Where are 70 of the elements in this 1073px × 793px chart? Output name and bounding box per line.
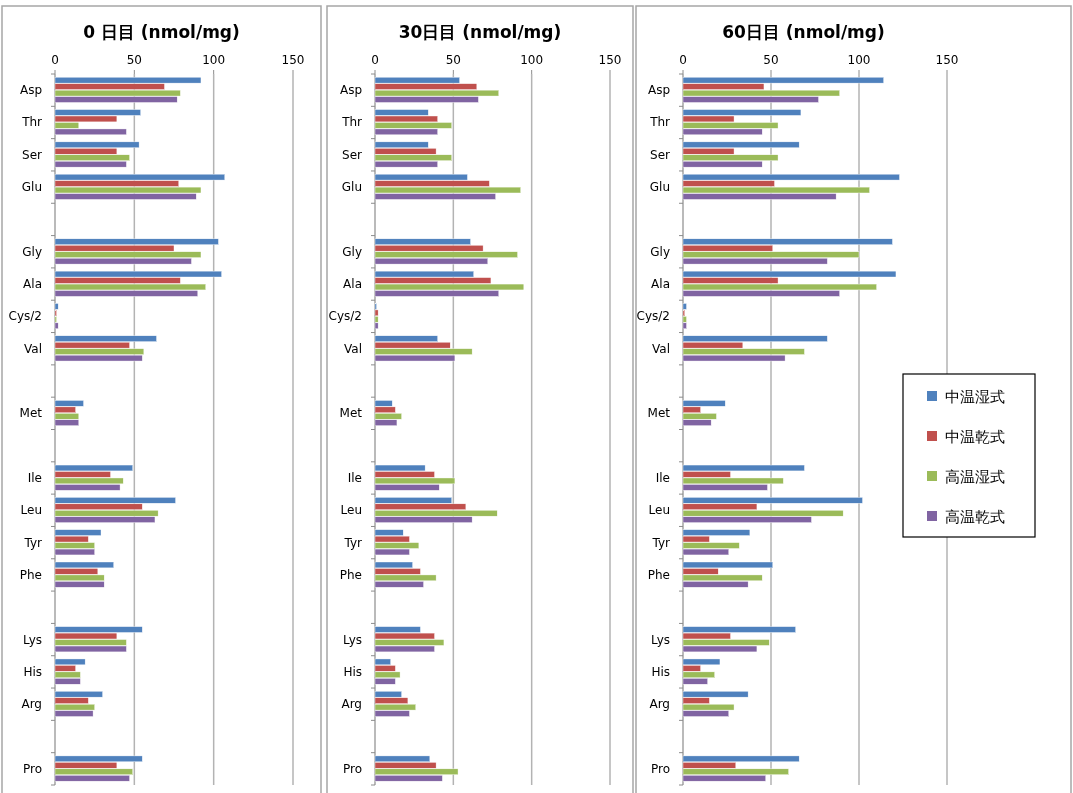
x-tick-label: 50 bbox=[126, 53, 142, 67]
y-tick-label: Met bbox=[647, 406, 671, 421]
x-tick-label: 0 bbox=[371, 53, 379, 67]
y-tick-label: Met bbox=[19, 406, 43, 421]
y-tick-label: Ile bbox=[655, 470, 670, 485]
y-tick-label: Gly bbox=[342, 244, 362, 259]
legend-label: 中温湿式 bbox=[945, 388, 1005, 406]
y-tick-label: Pro bbox=[22, 761, 42, 776]
y-tick-label: Glu bbox=[21, 180, 42, 195]
y-tick-label: Gly bbox=[22, 244, 42, 259]
y-tick-label: Ala bbox=[343, 277, 362, 292]
x-tick-label: 50 bbox=[763, 53, 779, 67]
y-tick-label: Leu bbox=[20, 503, 42, 518]
y-tick-label: Ala bbox=[651, 277, 670, 292]
y-tick-label: Asp bbox=[339, 83, 362, 98]
y-tick-label: Pro bbox=[650, 761, 670, 776]
y-tick-label: Phe bbox=[19, 567, 42, 582]
x-tick-label: 0 bbox=[51, 53, 59, 67]
y-tick-label: Lys bbox=[23, 632, 42, 647]
y-tick-label: Phe bbox=[647, 567, 670, 582]
y-tick-label: Phe bbox=[339, 567, 362, 582]
x-tick-label: 100 bbox=[847, 53, 871, 67]
y-tick-label: Lys bbox=[651, 632, 670, 647]
y-tick-label: Asp bbox=[647, 83, 670, 98]
y-tick-label: Val bbox=[24, 341, 42, 356]
y-tick-label: Leu bbox=[340, 503, 362, 518]
y-tick-label: Ile bbox=[347, 470, 362, 485]
y-tick-label: Glu bbox=[341, 180, 362, 195]
x-tick-label: 150 bbox=[598, 53, 622, 67]
y-tick-label: Thr bbox=[341, 115, 363, 130]
legend-label: 中温乾式 bbox=[945, 428, 1005, 446]
chart-title: 60日目 (nmol/mg) bbox=[722, 22, 885, 42]
y-tick-label: Ser bbox=[650, 147, 671, 162]
y-tick-label: Cys/2 bbox=[8, 309, 42, 324]
y-tick-label: Lys bbox=[343, 632, 362, 647]
x-tick-label: 100 bbox=[520, 53, 544, 67]
y-tick-label: Arg bbox=[649, 697, 670, 712]
y-tick-label: Ile bbox=[27, 470, 42, 485]
y-tick-label: Ser bbox=[342, 147, 363, 162]
legend-label: 高温乾式 bbox=[945, 508, 1005, 526]
y-tick-label: Val bbox=[344, 341, 362, 356]
x-tick-label: 150 bbox=[935, 53, 959, 67]
y-tick-label: Met bbox=[339, 406, 363, 421]
y-tick-label: Thr bbox=[649, 115, 671, 130]
x-tick-label: 0 bbox=[679, 53, 687, 67]
y-tick-label: Tyr bbox=[651, 535, 671, 550]
y-tick-label: Val bbox=[652, 341, 670, 356]
y-tick-label: His bbox=[23, 664, 42, 679]
y-tick-label: Gly bbox=[650, 244, 670, 259]
y-tick-label: Arg bbox=[21, 697, 42, 712]
chart-title: 30日目 (nmol/mg) bbox=[398, 22, 562, 42]
y-tick-label: Pro bbox=[342, 761, 362, 776]
y-tick-label: Asp bbox=[19, 83, 42, 98]
y-tick-label: Ser bbox=[22, 147, 43, 162]
y-tick-label: Ala bbox=[23, 277, 42, 292]
y-tick-label: His bbox=[651, 664, 670, 679]
y-tick-label: His bbox=[343, 664, 362, 679]
y-tick-label: Tyr bbox=[343, 535, 363, 550]
y-tick-label: Leu bbox=[648, 503, 670, 518]
legend-label: 高温湿式 bbox=[945, 468, 1005, 486]
y-tick-label: Cys/2 bbox=[636, 309, 670, 324]
x-tick-label: 50 bbox=[445, 53, 461, 67]
y-tick-label: Glu bbox=[649, 180, 670, 195]
chart-title: 0 日目 (nmol/mg) bbox=[83, 22, 240, 42]
x-tick-label: 150 bbox=[281, 53, 305, 67]
y-tick-label: Thr bbox=[21, 115, 43, 130]
y-tick-label: Arg bbox=[341, 697, 362, 712]
y-tick-label: Cys/2 bbox=[328, 309, 362, 324]
y-tick-label: Tyr bbox=[23, 535, 43, 550]
x-tick-label: 100 bbox=[202, 53, 226, 67]
